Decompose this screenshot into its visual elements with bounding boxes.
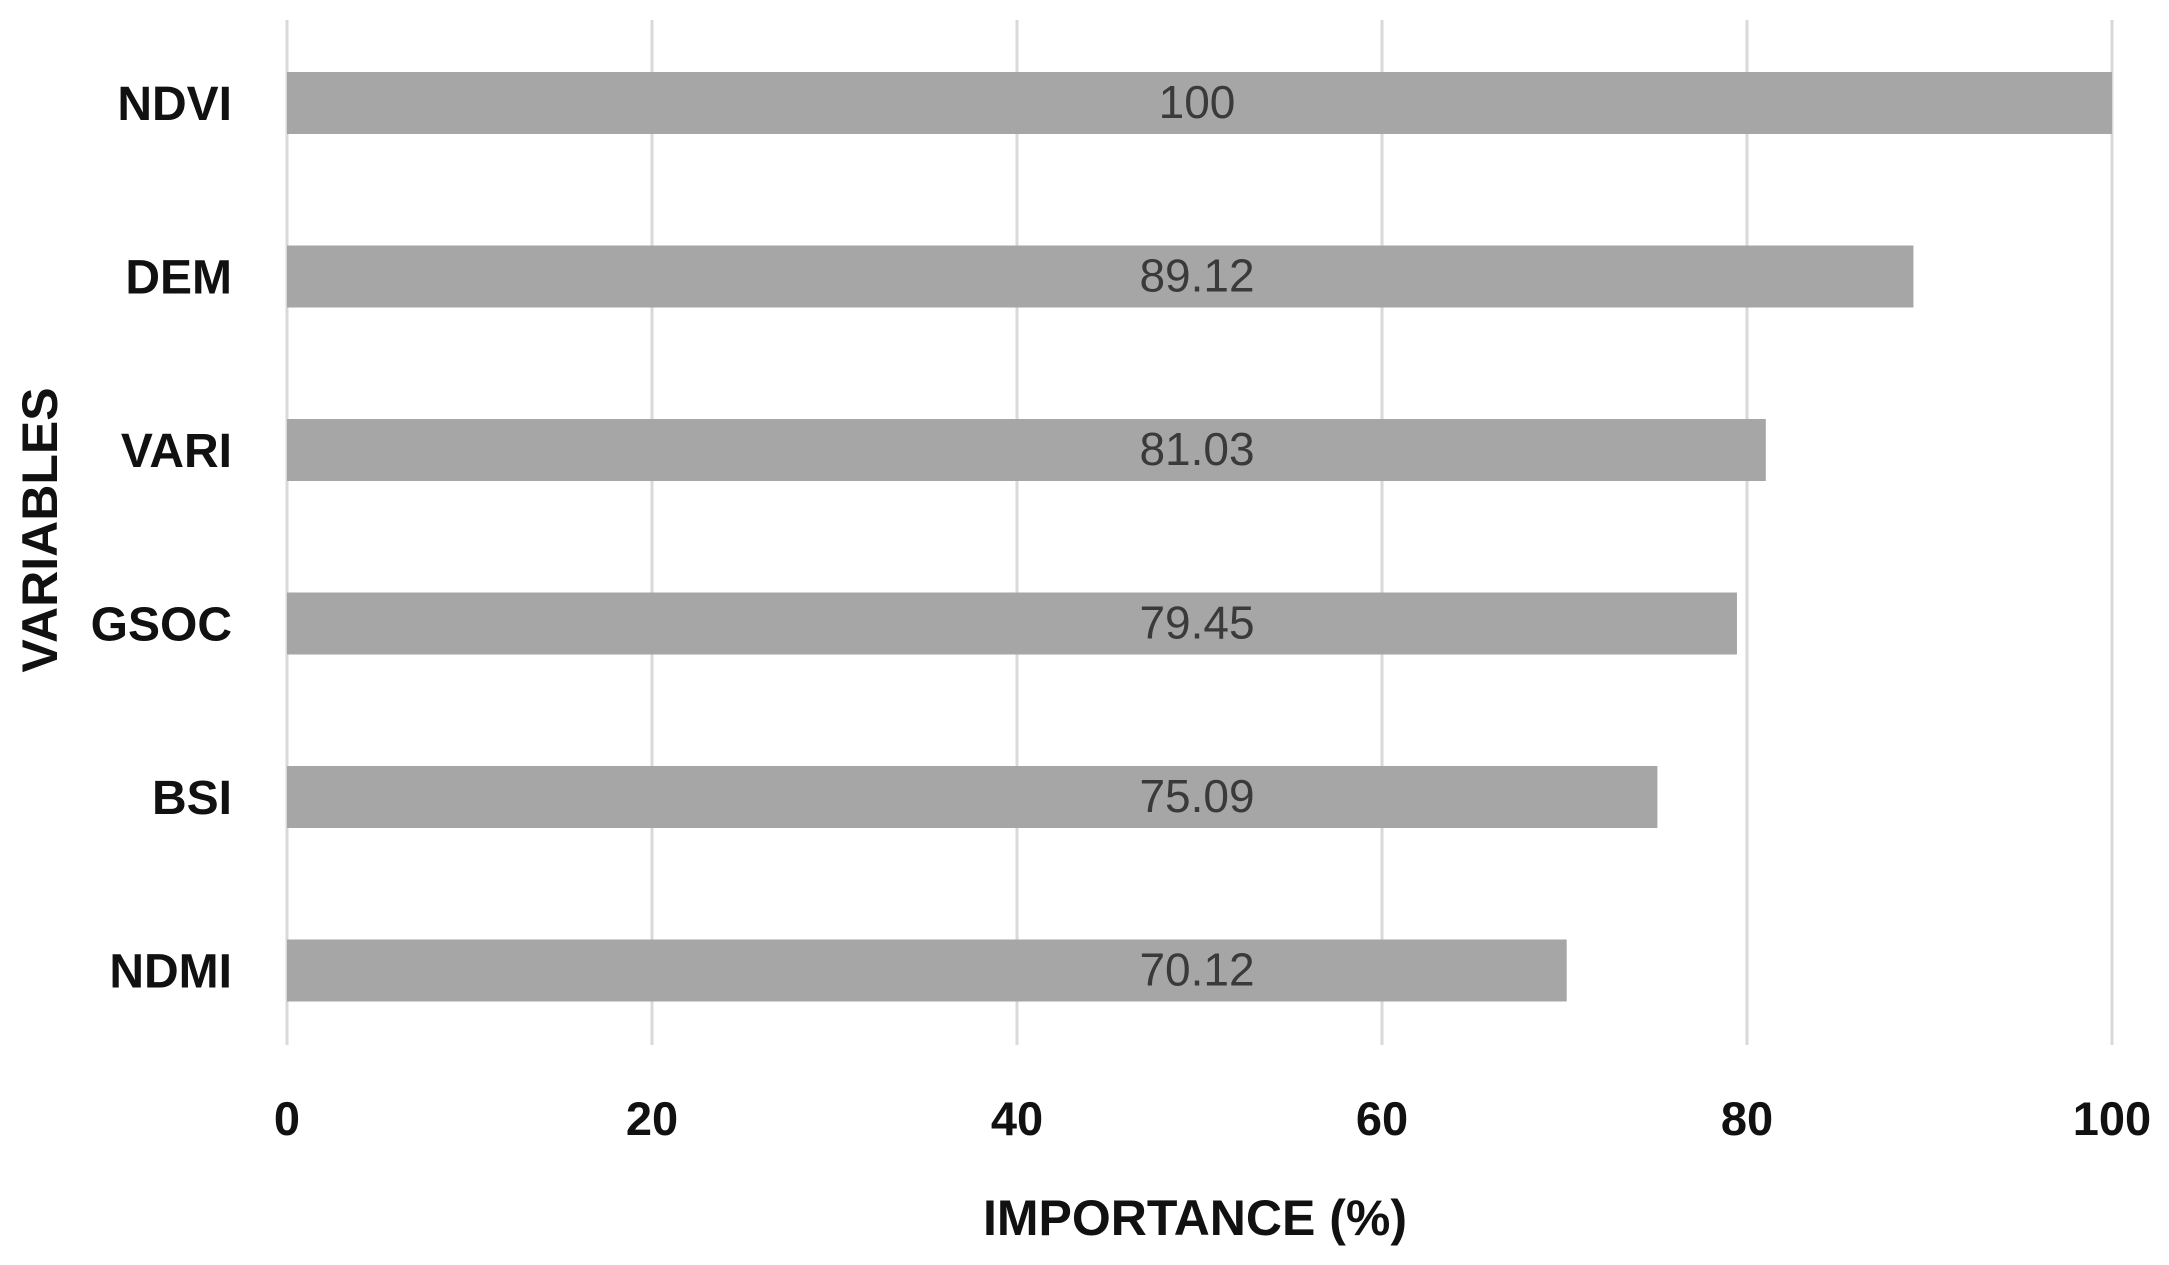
x-tick-label-40: 40 <box>991 1092 1043 1145</box>
bar-ndvi <box>287 72 2112 134</box>
category-label-ndmi: NDMI <box>109 946 232 999</box>
category-label-dem: DEM <box>125 252 232 305</box>
bar-value-label-gsoc: 79.45 <box>1139 597 1254 649</box>
x-tick-label-100: 100 <box>2073 1092 2151 1145</box>
grid-lines <box>285 20 2114 1045</box>
bar-vari <box>287 419 1766 481</box>
x-tick-label-80: 80 <box>1721 1092 1773 1145</box>
x-tick-labels: 0 20 40 60 80 100 <box>274 1092 2151 1145</box>
bar-value-label-vari: 81.03 <box>1139 423 1254 475</box>
x-tick-label-0: 0 <box>274 1092 300 1145</box>
bar-value-label-ndmi: 70.12 <box>1139 944 1254 996</box>
x-axis-title: IMPORTANCE (%) <box>983 1190 1407 1246</box>
x-tick-label-60: 60 <box>1356 1092 1408 1145</box>
category-label-vari: VARI <box>121 425 232 478</box>
category-label-bsi: BSI <box>152 772 232 825</box>
category-labels: NDVI DEM VARI GSOC BSI NDMI <box>91 78 232 999</box>
bar-ndmi <box>287 939 1567 1002</box>
bar-gsoc <box>287 592 1737 655</box>
bars <box>287 72 2112 1002</box>
y-axis-title: VARIABLES <box>12 387 68 672</box>
bar-value-labels: 100 89.12 81.03 79.45 75.09 70.12 <box>1139 76 1254 996</box>
bar-dem <box>287 245 1914 308</box>
category-label-gsoc: GSOC <box>91 599 232 652</box>
bar-value-label-bsi: 75.09 <box>1139 770 1254 822</box>
bar-value-label-dem: 89.12 <box>1139 250 1254 302</box>
category-label-ndvi: NDVI <box>117 78 232 131</box>
bar-value-label-ndvi: 100 <box>1159 76 1236 128</box>
x-tick-label-20: 20 <box>626 1092 678 1145</box>
bar-bsi <box>287 766 1658 828</box>
